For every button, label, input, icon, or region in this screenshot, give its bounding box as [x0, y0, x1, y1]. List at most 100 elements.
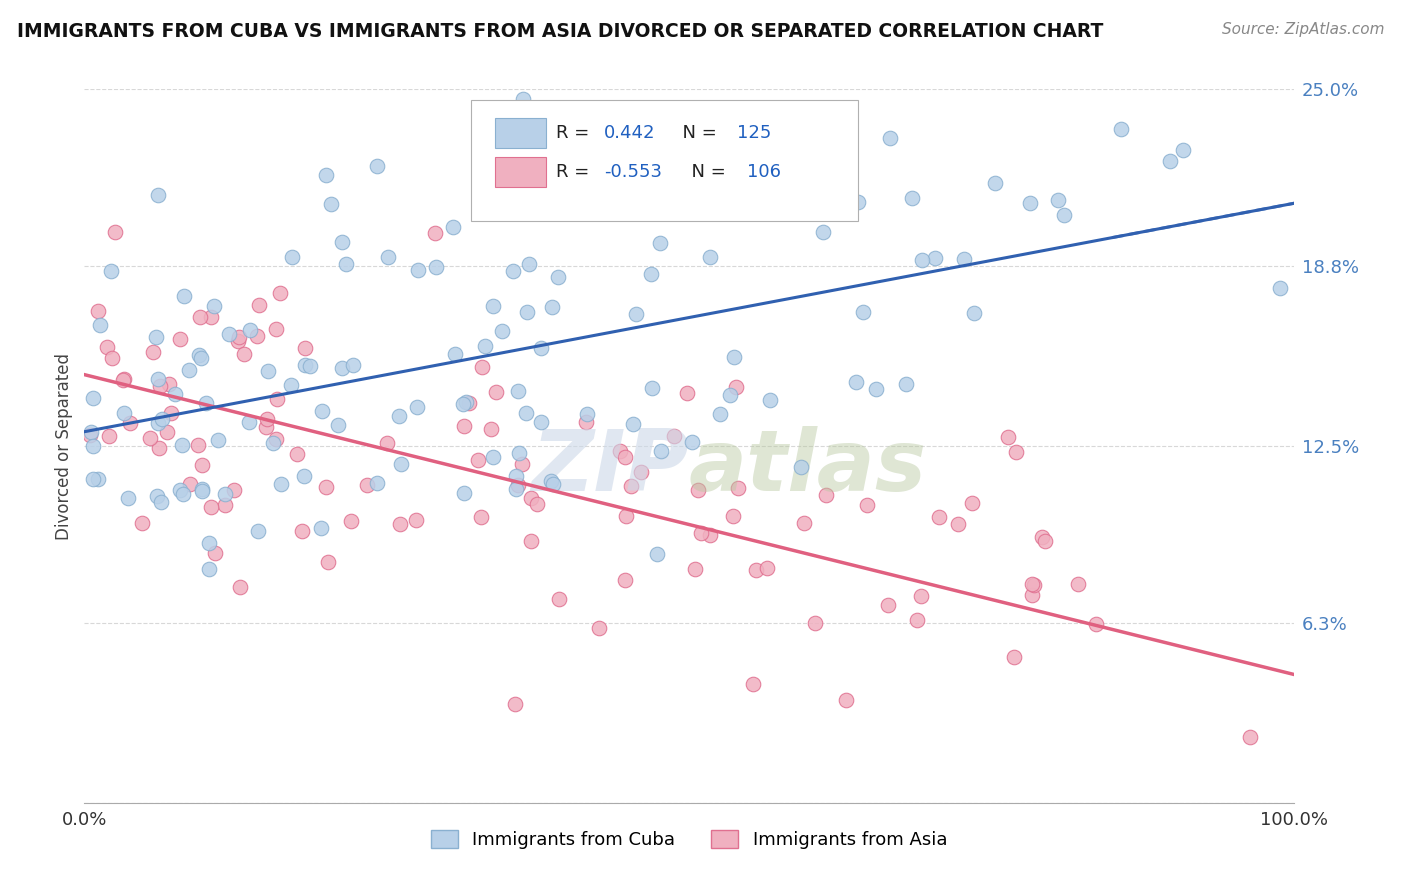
Point [491, 324, 513, 338]
Point [170, 438, 193, 452]
Point [718, 388, 741, 402]
Point [793, 516, 815, 531]
Point [316, 555, 339, 569]
Point [588, 621, 610, 635]
Point [681, 434, 703, 449]
Point [721, 509, 744, 524]
Point [311, 404, 333, 418]
Point [294, 341, 316, 355]
Point [756, 561, 779, 575]
Point [98, 429, 121, 443]
Point [505, 469, 527, 483]
Point [508, 478, 530, 492]
Point [508, 384, 530, 399]
Point [82, 439, 104, 453]
Point [111, 372, 134, 386]
FancyBboxPatch shape [495, 118, 547, 148]
Point [759, 392, 782, 407]
Point [197, 562, 219, 576]
Point [470, 509, 492, 524]
Point [262, 436, 284, 450]
Point [505, 483, 527, 497]
Point [928, 510, 950, 524]
Point [783, 153, 806, 167]
Point [725, 380, 748, 394]
Point [690, 526, 713, 541]
Point [112, 372, 135, 386]
Point [80, 425, 103, 439]
Point [609, 443, 631, 458]
Point [1111, 121, 1133, 136]
Point [481, 450, 503, 464]
Point [254, 420, 277, 434]
Point [339, 514, 361, 528]
Point [187, 348, 209, 362]
Point [269, 285, 291, 300]
Point [294, 358, 316, 372]
Point [540, 300, 562, 314]
Point [389, 457, 412, 471]
Point [100, 351, 122, 366]
Text: atlas: atlas [689, 425, 927, 509]
Point [280, 377, 302, 392]
Text: N =: N = [671, 124, 723, 142]
Point [471, 359, 494, 374]
Point [865, 382, 887, 396]
Point [453, 419, 475, 434]
Point [179, 477, 201, 491]
Point [204, 546, 226, 560]
Point [117, 491, 139, 506]
Point [247, 524, 270, 538]
Point [1022, 577, 1045, 591]
Point [264, 322, 287, 336]
Point [214, 486, 236, 500]
Point [218, 326, 240, 341]
Point [910, 589, 932, 603]
Legend: Immigrants from Cuba, Immigrants from Asia: Immigrants from Cuba, Immigrants from As… [422, 821, 956, 858]
Point [246, 329, 269, 343]
Point [1021, 576, 1043, 591]
Point [222, 483, 245, 497]
Point [984, 176, 1007, 190]
Point [508, 446, 530, 460]
Point [87, 471, 110, 485]
Point [519, 256, 541, 270]
Point [953, 252, 976, 266]
Point [200, 310, 222, 324]
Point [855, 498, 877, 512]
Point [1002, 649, 1025, 664]
Point [266, 392, 288, 407]
Point [699, 250, 721, 264]
Point [852, 304, 875, 318]
Point [905, 613, 928, 627]
Point [876, 598, 898, 612]
Point [228, 330, 250, 344]
Point [517, 184, 540, 198]
Point [997, 430, 1019, 444]
Point [515, 406, 537, 420]
Point [179, 362, 201, 376]
Point [406, 401, 429, 415]
Point [454, 394, 477, 409]
Point [616, 508, 638, 523]
Point [298, 359, 321, 374]
Point [640, 268, 662, 282]
Point [145, 330, 167, 344]
Point [502, 264, 524, 278]
Point [1067, 577, 1090, 591]
Point [1033, 534, 1056, 549]
Point [835, 693, 858, 707]
Point [620, 479, 643, 493]
Point [112, 406, 135, 420]
Point [683, 562, 706, 576]
Point [79, 427, 101, 442]
Point [315, 480, 337, 494]
Point [425, 260, 447, 274]
Point [1085, 617, 1108, 632]
Point [948, 516, 970, 531]
Text: 125: 125 [737, 124, 772, 142]
Text: -0.553: -0.553 [605, 163, 662, 181]
Point [82, 391, 104, 405]
Point [727, 481, 749, 495]
Point [520, 533, 543, 548]
